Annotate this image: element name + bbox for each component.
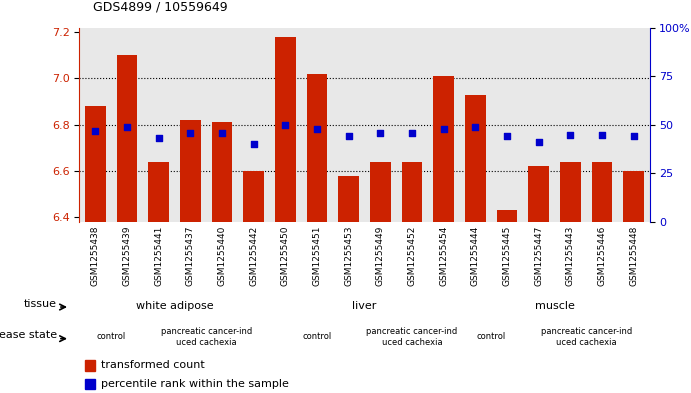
Point [502, 133, 513, 140]
Text: GSM1255437: GSM1255437 [186, 226, 195, 286]
Text: GSM1255453: GSM1255453 [344, 226, 353, 286]
Point [280, 122, 291, 128]
Bar [275, 37, 296, 222]
Text: transformed count: transformed count [101, 360, 205, 371]
Text: GSM1255445: GSM1255445 [502, 226, 511, 286]
Point [90, 127, 101, 134]
Point [216, 129, 227, 136]
Bar [307, 74, 328, 222]
Point [248, 141, 259, 147]
Bar [85, 106, 106, 222]
Point [596, 131, 607, 138]
Bar [623, 171, 644, 222]
Text: GSM1255449: GSM1255449 [376, 226, 385, 286]
Point [312, 125, 323, 132]
Point [375, 129, 386, 136]
Bar [433, 76, 454, 222]
Point [438, 125, 449, 132]
Text: disease state: disease state [0, 331, 57, 340]
Text: GSM1255452: GSM1255452 [408, 226, 417, 286]
Text: white adipose: white adipose [135, 301, 214, 310]
Text: GSM1255444: GSM1255444 [471, 226, 480, 286]
Bar [370, 162, 390, 222]
Bar [149, 162, 169, 222]
Point [153, 135, 164, 141]
Text: GSM1255441: GSM1255441 [154, 226, 163, 286]
Point [470, 123, 481, 130]
Text: pancreatic cancer-ind
uced cachexia: pancreatic cancer-ind uced cachexia [366, 327, 457, 347]
Text: GDS4899 / 10559649: GDS4899 / 10559649 [93, 1, 228, 14]
Text: GSM1255446: GSM1255446 [598, 226, 607, 286]
Text: GSM1255440: GSM1255440 [218, 226, 227, 286]
Text: GSM1255448: GSM1255448 [630, 226, 638, 286]
Bar [211, 123, 232, 222]
Text: control: control [303, 332, 332, 342]
Bar [497, 211, 518, 222]
Text: GSM1255447: GSM1255447 [534, 226, 543, 286]
Text: GSM1255443: GSM1255443 [566, 226, 575, 286]
Bar [180, 120, 200, 222]
Point [406, 129, 417, 136]
Point [343, 133, 354, 140]
Bar [560, 162, 580, 222]
Text: control: control [97, 332, 126, 342]
Bar [243, 171, 264, 222]
Bar [85, 360, 95, 371]
Bar [529, 167, 549, 222]
Point [565, 131, 576, 138]
Bar [465, 95, 486, 222]
Text: pancreatic cancer-ind
uced cachexia: pancreatic cancer-ind uced cachexia [160, 327, 252, 347]
Text: muscle: muscle [535, 301, 574, 310]
Text: percentile rank within the sample: percentile rank within the sample [101, 379, 289, 389]
Point [628, 133, 639, 140]
Bar [339, 176, 359, 222]
Bar [591, 162, 612, 222]
Point [122, 123, 133, 130]
Text: control: control [477, 332, 506, 342]
Bar [401, 162, 422, 222]
Bar [117, 55, 138, 222]
Text: tissue: tissue [24, 299, 57, 309]
Text: GSM1255439: GSM1255439 [122, 226, 131, 286]
Text: GSM1255450: GSM1255450 [281, 226, 290, 286]
Text: GSM1255438: GSM1255438 [91, 226, 100, 286]
Point [533, 139, 545, 145]
Text: GSM1255451: GSM1255451 [312, 226, 321, 286]
Text: pancreatic cancer-ind
uced cachexia: pancreatic cancer-ind uced cachexia [540, 327, 632, 347]
Text: liver: liver [352, 301, 377, 310]
Bar [85, 379, 95, 389]
Text: GSM1255454: GSM1255454 [439, 226, 448, 286]
Text: GSM1255442: GSM1255442 [249, 226, 258, 286]
Point [184, 129, 196, 136]
